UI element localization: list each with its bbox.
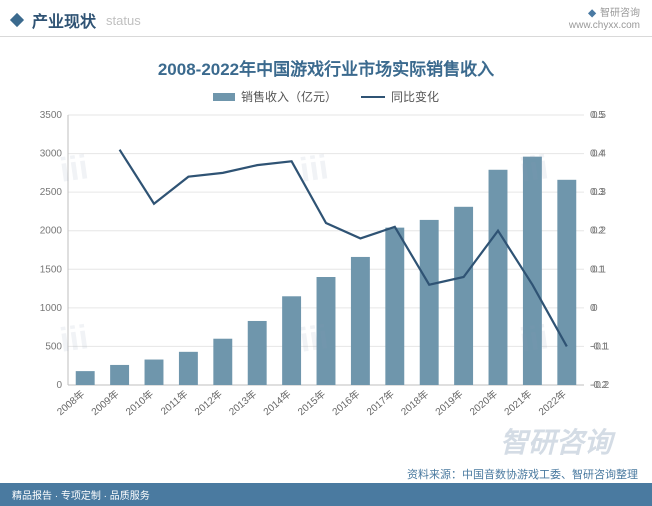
chart-container: 2008-2022年中国游戏行业市场实际销售收入 销售收入（亿元） 同比变化 0… <box>0 37 652 439</box>
svg-text:2021年: 2021年 <box>501 387 534 418</box>
legend-line-label: 同比变化 <box>391 88 439 105</box>
svg-text:2008年: 2008年 <box>54 387 87 418</box>
svg-text:-0.1: -0.1 <box>592 341 610 352</box>
svg-text:2014年: 2014年 <box>260 387 293 418</box>
legend-line-icon <box>361 96 385 98</box>
svg-text:3000: 3000 <box>40 149 63 160</box>
header-brand: ◆ 智研咨询 www.chyxx.com <box>569 8 640 32</box>
legend: 销售收入（亿元） 同比变化 <box>14 88 638 105</box>
svg-text:0: 0 <box>56 380 62 391</box>
svg-text:2020年: 2020年 <box>467 387 500 418</box>
header-left: 产业现状 status <box>12 8 141 32</box>
legend-bar-item: 销售收入（亿元） <box>213 88 337 105</box>
header: 产业现状 status ◆ 智研咨询 www.chyxx.com <box>0 0 652 37</box>
footer-left: 精品报告 · 专项定制 · 品质服务 <box>12 487 150 502</box>
svg-text:500: 500 <box>45 341 62 352</box>
svg-text:2010年: 2010年 <box>123 387 156 418</box>
svg-text:2013年: 2013年 <box>226 387 259 418</box>
svg-text:0.1: 0.1 <box>592 264 606 275</box>
footer: 精品报告 · 专项定制 · 品质服务 <box>0 483 652 506</box>
brand-icon: ◆ <box>588 8 596 20</box>
legend-bar-icon <box>213 93 235 101</box>
svg-text:0: 0 <box>592 303 598 314</box>
svg-text:2015年: 2015年 <box>295 387 328 418</box>
brand-name: 智研咨询 <box>600 8 640 20</box>
chart-title: 2008-2022年中国游戏行业市场实际销售收入 <box>14 45 638 88</box>
diamond-icon <box>10 13 24 27</box>
svg-text:2500: 2500 <box>40 187 63 198</box>
source-text: 资料来源：中国音数协游戏工委、智研咨询整理 <box>407 466 638 482</box>
legend-line-item: 同比变化 <box>361 88 439 105</box>
header-subtitle: status <box>106 13 141 28</box>
svg-text:2018年: 2018年 <box>398 387 431 418</box>
svg-text:2000: 2000 <box>40 226 63 237</box>
chart-svg: 0 500 1000 1500 2000 2500 3000 3500 -0.2 -0.1 0 0.1… <box>26 109 626 439</box>
legend-bar-label: 销售收入（亿元） <box>241 88 337 105</box>
svg-text:0.2: 0.2 <box>592 226 606 237</box>
svg-text:2009年: 2009年 <box>88 387 121 418</box>
svg-text:1000: 1000 <box>40 303 63 314</box>
svg-text:2017年: 2017年 <box>364 387 397 418</box>
svg-text:2019年: 2019年 <box>432 387 465 418</box>
svg-text:3500: 3500 <box>40 110 63 121</box>
svg-text:2011年: 2011年 <box>158 387 190 417</box>
svg-text:1500: 1500 <box>40 264 63 275</box>
plot-area: 0 500 1000 1500 2000 2500 3000 3500 -0.2 -0.1 0 0.1… <box>26 109 626 439</box>
svg-text:0.3: 0.3 <box>592 187 606 198</box>
brand-url: www.chyxx.com <box>569 20 640 32</box>
header-title: 产业现状 <box>32 8 96 32</box>
svg-text:2012年: 2012年 <box>192 387 225 418</box>
svg-text:0.5: 0.5 <box>592 110 606 121</box>
svg-text:-0.2: -0.2 <box>592 380 610 391</box>
svg-text:0.4: 0.4 <box>592 149 606 160</box>
svg-text:2016年: 2016年 <box>329 387 362 418</box>
svg-text:2022年: 2022年 <box>536 387 569 418</box>
